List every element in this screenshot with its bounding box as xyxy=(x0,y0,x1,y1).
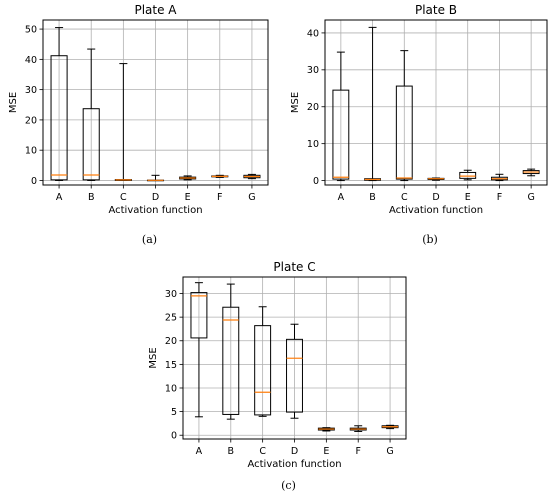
box-D xyxy=(427,177,445,181)
x-tick-label: B xyxy=(88,192,95,203)
y-tick-label: 20 xyxy=(25,115,37,126)
y-tick-label: 50 xyxy=(25,24,37,35)
box-G xyxy=(381,424,399,430)
box-iqr xyxy=(50,55,68,181)
box-A xyxy=(332,51,350,182)
box-A xyxy=(50,27,68,181)
y-tick-label: 0 xyxy=(171,431,177,442)
x-tick-label: G xyxy=(386,446,393,457)
box-B xyxy=(364,26,381,182)
box-iqr xyxy=(190,292,208,339)
y-tick-label: 0 xyxy=(313,176,319,187)
x-axis-label: Activation function xyxy=(247,459,341,470)
x-tick-label: C xyxy=(120,192,127,203)
x-tick-label: A xyxy=(56,192,63,203)
box-E xyxy=(317,427,335,432)
x-tick-label: E xyxy=(185,192,191,203)
box-C xyxy=(395,50,413,182)
y-tick-label: 15 xyxy=(165,360,177,371)
box-C xyxy=(254,306,272,417)
chart-title: Plate B xyxy=(415,3,457,17)
y-tick-label: 0 xyxy=(31,176,37,187)
box-F xyxy=(349,425,367,432)
box-iqr xyxy=(254,325,272,416)
x-tick-label: C xyxy=(259,446,266,457)
box-F xyxy=(491,173,508,182)
y-axis-label: MSE xyxy=(148,347,159,368)
chart-panel-2: 0 10 20 30 40 A B C D E F G Plate B Activation functi… xyxy=(290,3,548,246)
y-axis-label: MSE xyxy=(290,92,301,113)
y-tick-label: 10 xyxy=(25,146,37,157)
x-tick-label: F xyxy=(355,446,360,457)
box-iqr xyxy=(459,171,477,179)
x-tick-label: A xyxy=(338,192,345,203)
y-tick-label: 20 xyxy=(307,102,319,113)
x-tick-label: D xyxy=(432,192,439,203)
box-iqr xyxy=(82,108,100,181)
box-B xyxy=(82,48,100,181)
panel-caption: (a) xyxy=(142,233,157,246)
y-axis-label: MSE xyxy=(8,92,19,113)
x-tick-label: A xyxy=(196,446,203,457)
box-A xyxy=(190,282,208,418)
x-tick-label: G xyxy=(248,192,255,203)
y-tick-label: 30 xyxy=(25,85,37,96)
y-tick-label: 10 xyxy=(165,383,177,394)
box-E xyxy=(179,175,197,181)
x-tick-label: F xyxy=(497,192,502,203)
box-iqr xyxy=(395,85,413,180)
x-tick-label: E xyxy=(465,192,471,203)
box-F xyxy=(211,174,229,178)
x-tick-label: B xyxy=(369,192,376,203)
chart-panel-1: 0 10 20 30 40 50 A B C D E F G Plate A Activation func… xyxy=(8,3,269,246)
x-tick-label: F xyxy=(217,192,222,203)
box-G xyxy=(243,173,261,180)
box-D xyxy=(146,174,165,182)
box-E xyxy=(459,169,477,181)
x-axis-label: Activation function xyxy=(108,205,202,216)
box-iqr xyxy=(222,306,240,415)
box-C xyxy=(114,63,132,181)
x-tick-label: D xyxy=(152,192,159,203)
x-tick-label: D xyxy=(291,446,298,457)
chart-title: Plate A xyxy=(134,3,177,17)
box-G xyxy=(522,168,540,177)
box-iqr xyxy=(286,338,303,413)
y-tick-label: 40 xyxy=(307,28,319,39)
y-tick-label: 10 xyxy=(307,139,319,150)
x-tick-label: B xyxy=(228,446,235,457)
y-tick-label: 30 xyxy=(307,65,319,76)
y-tick-label: 5 xyxy=(171,407,177,418)
y-tick-label: 20 xyxy=(165,336,177,347)
x-tick-label: C xyxy=(401,192,408,203)
chart-title: Plate C xyxy=(273,260,315,274)
box-D xyxy=(286,323,303,419)
y-tick-label: 25 xyxy=(165,313,177,324)
chart-panel-3: 0 5 10 15 20 25 30 A B C D E F G Plate C Activation fun… xyxy=(148,260,407,492)
y-tick-label: 30 xyxy=(165,289,177,300)
box-iqr xyxy=(332,89,350,180)
box-B xyxy=(222,283,240,420)
x-tick-label: G xyxy=(527,192,534,203)
x-tick-label: E xyxy=(323,446,329,457)
panel-caption: (b) xyxy=(422,233,438,246)
y-tick-label: 40 xyxy=(25,55,37,66)
x-axis-label: Activation function xyxy=(389,205,483,216)
panel-caption: (c) xyxy=(281,479,296,492)
